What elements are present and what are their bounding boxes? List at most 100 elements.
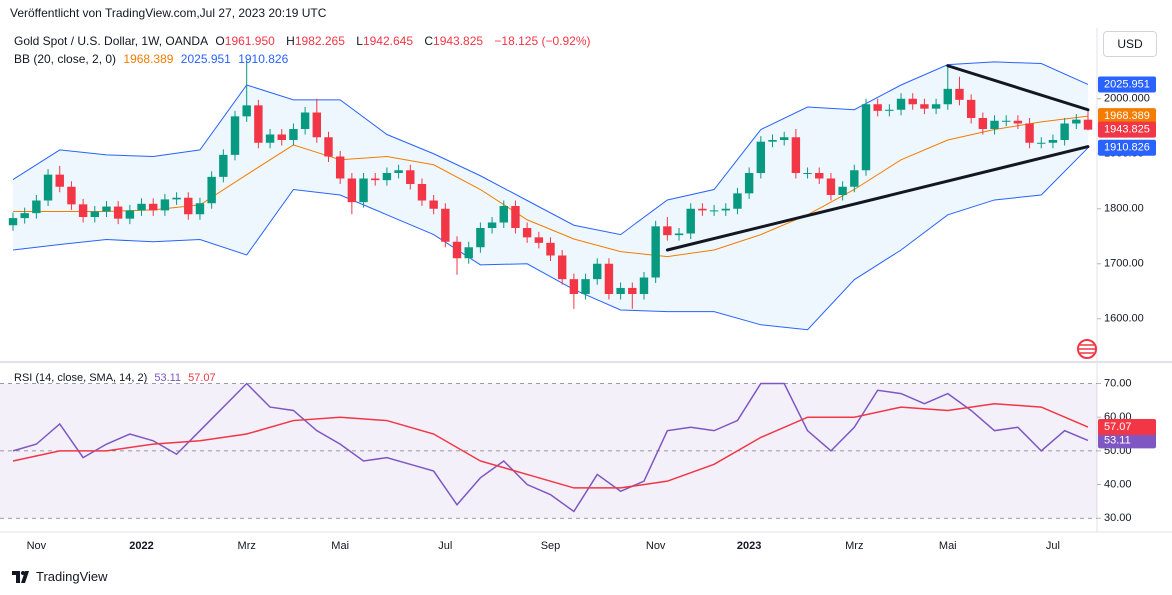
candle-body [55, 174, 64, 187]
candle-body [885, 109, 894, 111]
candle-body [686, 208, 695, 234]
candle-body [312, 112, 322, 138]
candle-body [160, 199, 170, 211]
candle-body [277, 134, 286, 140]
x-tick-label: Nov [646, 540, 666, 552]
ohlc-value: 1942.645 [362, 34, 413, 48]
rsi-line [12, 402, 1089, 489]
trendline [665, 145, 1090, 252]
trendline [946, 64, 1090, 112]
y-tick-label: 1800.00 [1104, 203, 1144, 215]
symbol-legend: Gold Spot / U.S. Dollar, 1W, OANDA O1961… [14, 34, 595, 48]
ohlc-key: L [356, 34, 363, 48]
candle-body [768, 140, 777, 142]
candle-body [242, 105, 251, 117]
y-tick-label: 1700.00 [1104, 258, 1144, 270]
candle-body [230, 116, 240, 155]
candle-body [90, 211, 99, 217]
ohlc-key: O [215, 34, 225, 48]
candle-body [113, 206, 123, 219]
candle-body [43, 174, 53, 201]
candle-body [908, 98, 917, 105]
candle-body [1025, 123, 1034, 143]
candle-body [663, 226, 672, 236]
candle-body [335, 156, 345, 179]
candle-body [628, 287, 637, 294]
candle-body [616, 287, 625, 294]
candle-body [593, 263, 602, 280]
brand: TradingView [12, 569, 108, 584]
candle-body [920, 104, 929, 109]
bb-lower-badge: 1910.826 [1104, 142, 1150, 154]
close-badge: 1943.825 [1104, 124, 1150, 136]
rsi-badge: 53.11 [1104, 434, 1131, 446]
candle-body [359, 178, 368, 203]
rsi-label: RSI (14, close, SMA, 14, 2) [14, 372, 148, 384]
y-tick-label: 70.00 [1104, 377, 1132, 389]
candle-body [815, 173, 824, 179]
candle-body [67, 186, 76, 205]
ohlc-value: 1943.825 [433, 34, 484, 48]
bb-upper-line [12, 61, 1089, 236]
candle-body [698, 208, 707, 211]
candle-body [931, 104, 941, 109]
candle-body [779, 137, 789, 140]
candle-body [756, 141, 766, 173]
rsi-badge-bg [1098, 419, 1156, 436]
candle-body [125, 210, 135, 219]
candle-body [184, 197, 193, 215]
currency-button[interactable]: USD [1103, 31, 1157, 57]
candle-body [102, 206, 111, 212]
candle-body [1060, 123, 1069, 140]
candle-body [137, 203, 146, 211]
candle-body [861, 104, 871, 171]
candle-body [557, 255, 567, 280]
ohlc-item: O1961.950 [215, 34, 278, 48]
ohlc-item: H1982.265 [286, 34, 349, 48]
candle-body [347, 178, 357, 203]
candle-body [721, 208, 730, 211]
x-tick-label: Sep [541, 540, 561, 552]
ohlc-value: 1961.950 [224, 34, 275, 48]
x-tick-label: 2023 [737, 540, 761, 552]
candle-body [78, 204, 88, 217]
candle-body [873, 104, 882, 111]
candle-body [324, 137, 333, 157]
candle-body [522, 228, 532, 238]
bb-fill [13, 61, 1088, 330]
candle-body [195, 203, 205, 215]
candle-body [581, 279, 590, 294]
bb-label: BB (20, close, 2, 0) [14, 52, 117, 66]
candle-body [955, 88, 964, 100]
candle-body [943, 88, 952, 105]
candle-body [733, 193, 742, 209]
candle-body [464, 247, 473, 259]
candle-body [896, 98, 906, 110]
candle-body [838, 186, 847, 195]
candle-body [709, 210, 719, 212]
candle-body [172, 197, 181, 200]
candle-body [546, 242, 555, 256]
candle-body [1083, 119, 1093, 130]
candle-body [534, 237, 544, 243]
candle-body [499, 206, 508, 223]
symbol: Gold Spot / U.S. Dollar, 1W, OANDA [14, 34, 209, 48]
ohlc-value: 1982.265 [294, 34, 345, 48]
bb-middle-badge: 1968.389 [1104, 110, 1150, 122]
candle-body [417, 184, 427, 201]
candle-body [265, 134, 275, 143]
y-tick-label: 40.00 [1104, 478, 1132, 490]
candle-body [207, 176, 216, 204]
x-tick-label: Mrz [845, 540, 863, 552]
candle-body [826, 178, 836, 195]
change: −18.125 (−0.92%) [494, 34, 591, 48]
x-tick-label: Mai [939, 540, 957, 552]
candle-body [1002, 120, 1011, 122]
ohlc-key: H [286, 34, 295, 48]
candle-body [219, 154, 228, 177]
candle-body [604, 263, 614, 294]
ohlc-key: C [424, 34, 434, 48]
bb-legend: BB (20, close, 2, 0) 1968.389 2025.951 1… [14, 52, 292, 66]
